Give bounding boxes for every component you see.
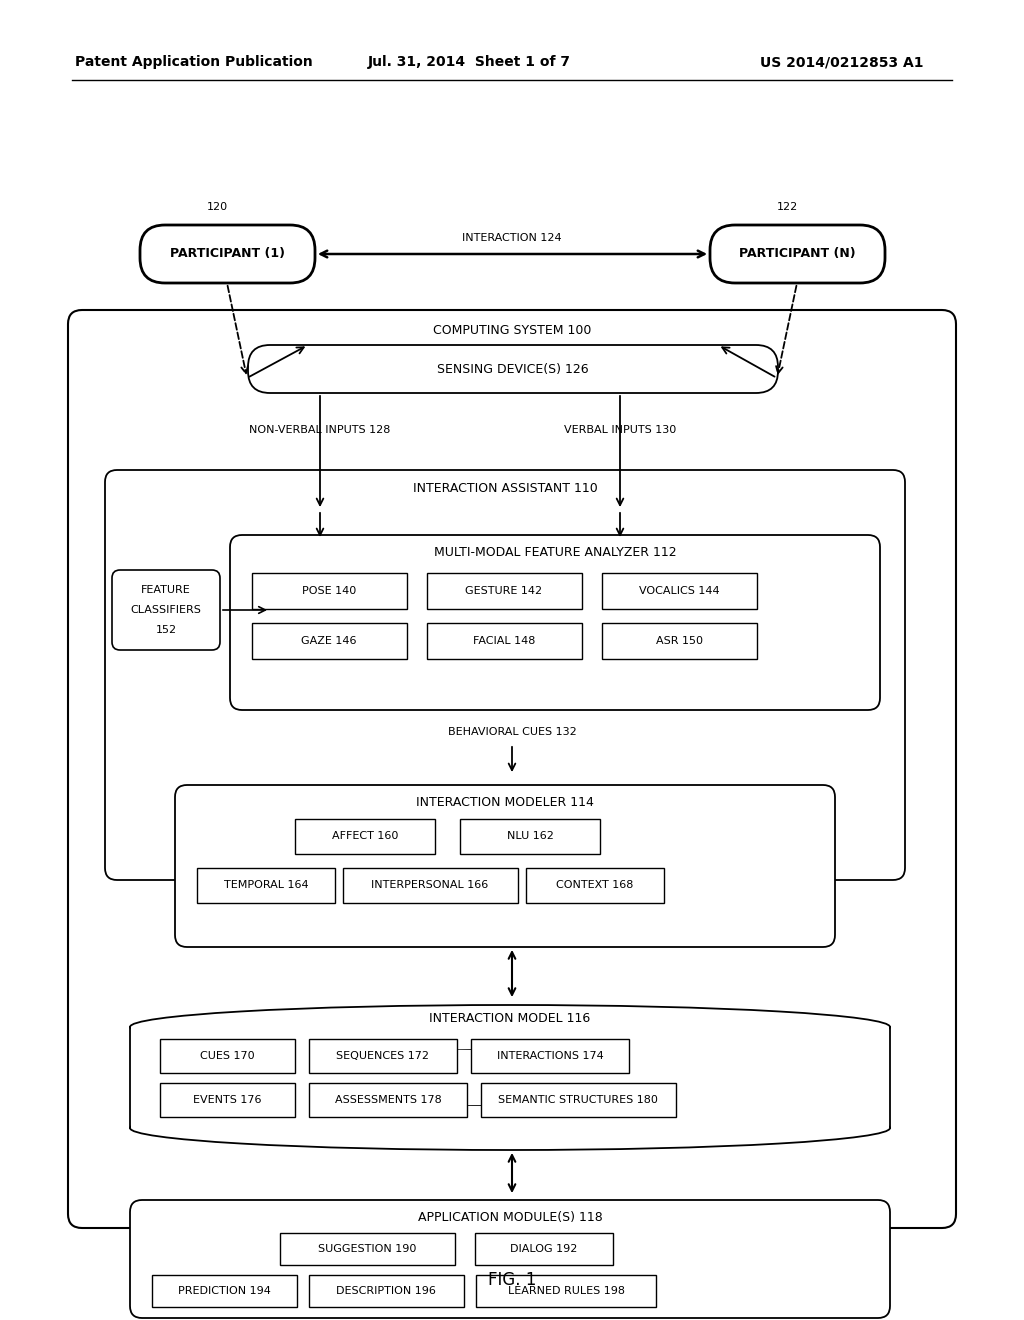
Bar [160, 1082, 295, 1117]
Text: PARTICIPANT (1): PARTICIPANT (1) [170, 248, 285, 260]
FancyBboxPatch shape [112, 570, 220, 649]
Text: CLASSIFIERS: CLASSIFIERS [131, 605, 202, 615]
FancyBboxPatch shape [175, 785, 835, 946]
Text: INTERACTION MODEL 116: INTERACTION MODEL 116 [429, 1011, 591, 1024]
Text: VERBAL INPUTS 130: VERBAL INPUTS 130 [564, 425, 676, 436]
Text: NON-VERBAL INPUTS 128: NON-VERBAL INPUTS 128 [249, 425, 391, 436]
Bar [197, 869, 335, 903]
Text: BEHAVIORAL CUES 132: BEHAVIORAL CUES 132 [447, 727, 577, 737]
Bar [343, 869, 518, 903]
Bar [252, 623, 407, 659]
Bar [309, 1275, 464, 1307]
Text: LEARNED RULES 198: LEARNED RULES 198 [508, 1286, 625, 1296]
Text: SENSING DEVICE(S) 126: SENSING DEVICE(S) 126 [437, 363, 589, 375]
Bar [427, 573, 582, 609]
FancyBboxPatch shape [130, 1200, 890, 1317]
Text: FEATURE: FEATURE [141, 585, 190, 595]
Text: INTERACTION MODELER 114: INTERACTION MODELER 114 [416, 796, 594, 809]
Bar [152, 1275, 297, 1307]
Text: SEQUENCES 172: SEQUENCES 172 [337, 1051, 429, 1061]
Text: CONTEXT 168: CONTEXT 168 [556, 880, 634, 890]
Bar [252, 573, 407, 609]
Bar [160, 1039, 295, 1073]
Text: INTERACTIONS 174: INTERACTIONS 174 [497, 1051, 603, 1061]
Bar [475, 1233, 613, 1265]
FancyBboxPatch shape [230, 535, 880, 710]
FancyBboxPatch shape [105, 470, 905, 880]
FancyBboxPatch shape [68, 310, 956, 1228]
Text: EVENTS 176: EVENTS 176 [193, 1096, 261, 1105]
FancyBboxPatch shape [248, 345, 778, 393]
Ellipse shape [130, 1005, 890, 1049]
Bar [309, 1039, 457, 1073]
Text: GESTURE 142: GESTURE 142 [466, 586, 543, 597]
Text: ASSESSMENTS 178: ASSESSMENTS 178 [335, 1096, 441, 1105]
Text: SEMANTIC STRUCTURES 180: SEMANTIC STRUCTURES 180 [498, 1096, 658, 1105]
Bar [295, 818, 435, 854]
Text: POSE 140: POSE 140 [302, 586, 356, 597]
Bar [602, 573, 757, 609]
Text: CUES 170: CUES 170 [200, 1051, 254, 1061]
Bar [427, 623, 582, 659]
Text: PARTICIPANT (N): PARTICIPANT (N) [738, 248, 855, 260]
Bar [130, 1027, 890, 1129]
Bar [526, 869, 664, 903]
Text: MULTI-MODAL FEATURE ANALYZER 112: MULTI-MODAL FEATURE ANALYZER 112 [434, 546, 676, 560]
Text: SUGGESTION 190: SUGGESTION 190 [317, 1243, 416, 1254]
Text: INTERACTION ASSISTANT 110: INTERACTION ASSISTANT 110 [413, 482, 597, 495]
Text: NLU 162: NLU 162 [507, 832, 553, 841]
Text: INTERACTION 124: INTERACTION 124 [462, 234, 562, 243]
Text: DESCRIPTION 196: DESCRIPTION 196 [336, 1286, 436, 1296]
Text: AFFECT 160: AFFECT 160 [332, 832, 398, 841]
Bar [481, 1082, 676, 1117]
Bar [602, 623, 757, 659]
Text: FIG. 1: FIG. 1 [487, 1271, 537, 1290]
Text: FACIAL 148: FACIAL 148 [473, 636, 536, 645]
Bar [471, 1039, 629, 1073]
Text: VOCALICS 144: VOCALICS 144 [639, 586, 719, 597]
Text: Jul. 31, 2014  Sheet 1 of 7: Jul. 31, 2014 Sheet 1 of 7 [368, 55, 571, 69]
Text: 152: 152 [156, 624, 176, 635]
Text: 122: 122 [776, 202, 798, 213]
Bar [280, 1233, 455, 1265]
FancyBboxPatch shape [710, 224, 885, 282]
Text: DIALOG 192: DIALOG 192 [510, 1243, 578, 1254]
Bar [131, 1106, 889, 1129]
Bar [309, 1082, 467, 1117]
Text: GAZE 146: GAZE 146 [301, 636, 356, 645]
Text: TEMPORAL 164: TEMPORAL 164 [223, 880, 308, 890]
Ellipse shape [130, 1106, 890, 1150]
Bar [476, 1275, 656, 1307]
Bar [131, 1027, 889, 1049]
Text: ASR 150: ASR 150 [655, 636, 702, 645]
Bar [460, 818, 600, 854]
Text: Patent Application Publication: Patent Application Publication [75, 55, 312, 69]
Text: COMPUTING SYSTEM 100: COMPUTING SYSTEM 100 [433, 323, 591, 337]
Text: US 2014/0212853 A1: US 2014/0212853 A1 [760, 55, 924, 69]
Text: APPLICATION MODULE(S) 118: APPLICATION MODULE(S) 118 [418, 1210, 602, 1224]
FancyBboxPatch shape [140, 224, 315, 282]
Text: 120: 120 [207, 202, 227, 213]
Text: INTERPERSONAL 166: INTERPERSONAL 166 [372, 880, 488, 890]
Text: PREDICTION 194: PREDICTION 194 [177, 1286, 270, 1296]
